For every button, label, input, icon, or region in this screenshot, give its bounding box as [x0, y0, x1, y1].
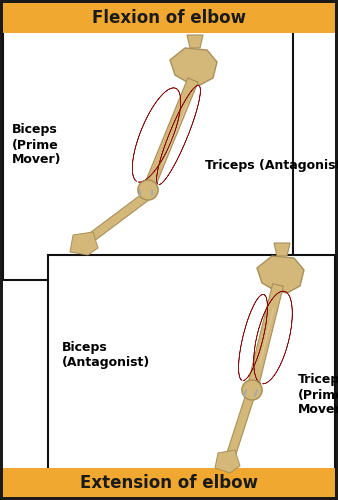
Polygon shape [226, 394, 254, 460]
Bar [3, 30, 293, 280]
Polygon shape [254, 291, 292, 384]
Circle shape [138, 180, 158, 200]
Text: Triceps
(Prime
Mover): Triceps (Prime Mover) [298, 374, 338, 416]
Text: Extension of elbow: Extension of elbow [80, 474, 258, 492]
Bar [3, 3, 335, 33]
Text: Biceps
(Prime
Mover): Biceps (Prime Mover) [12, 124, 62, 166]
Bar [48, 255, 335, 475]
Polygon shape [170, 48, 217, 85]
Bar [3, 33, 335, 468]
Polygon shape [257, 256, 304, 293]
Polygon shape [187, 35, 203, 48]
Text: Flexion of elbow: Flexion of elbow [92, 9, 246, 27]
Polygon shape [274, 243, 290, 256]
Polygon shape [85, 192, 151, 244]
Circle shape [242, 380, 262, 400]
Polygon shape [156, 86, 200, 184]
Polygon shape [143, 78, 198, 192]
Polygon shape [215, 450, 240, 473]
Text: Triceps (Antagonist): Triceps (Antagonist) [205, 158, 338, 172]
Polygon shape [239, 294, 267, 380]
Polygon shape [70, 232, 98, 255]
Polygon shape [132, 88, 181, 182]
Polygon shape [247, 284, 283, 392]
Text: Biceps
(Antagonist): Biceps (Antagonist) [62, 341, 150, 369]
Bar [3, 468, 335, 497]
